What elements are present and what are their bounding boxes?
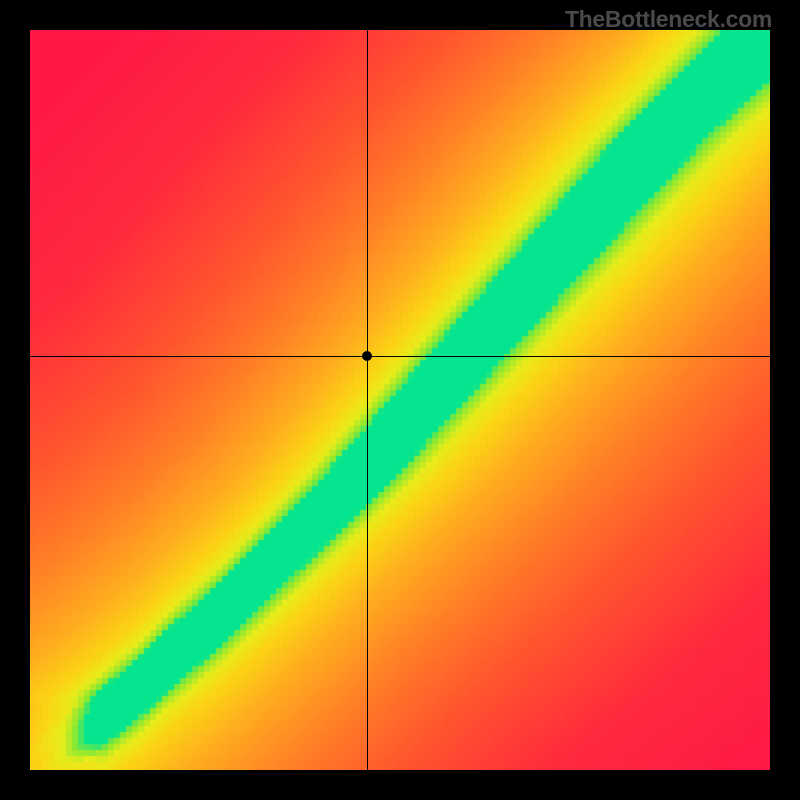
- crosshair-vertical: [367, 30, 368, 770]
- balance-marker: [362, 351, 372, 361]
- watermark-text: TheBottleneck.com: [565, 6, 772, 33]
- heatmap-area: [30, 30, 770, 770]
- crosshair-horizontal: [30, 356, 770, 357]
- chart-frame: TheBottleneck.com: [0, 0, 800, 800]
- heatmap-canvas: [30, 30, 770, 770]
